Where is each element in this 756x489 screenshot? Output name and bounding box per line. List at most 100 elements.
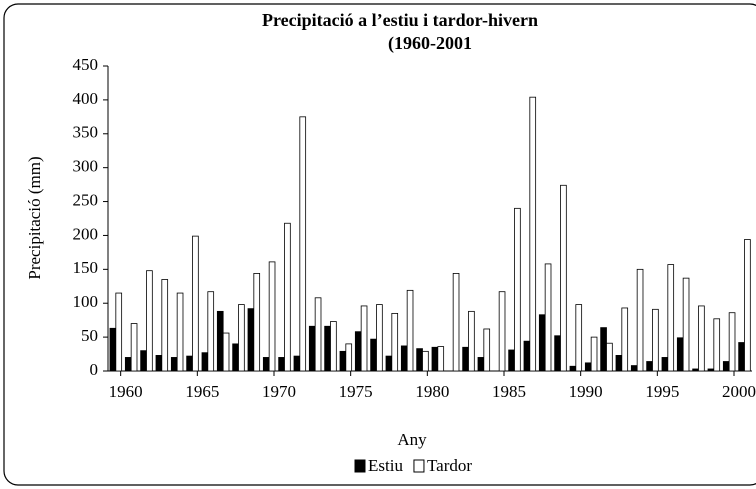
bar (431, 346, 439, 372)
bar (161, 279, 169, 372)
bar (385, 355, 393, 372)
x-axis-label: Any (397, 430, 427, 449)
bar (339, 350, 347, 372)
bar (615, 355, 623, 372)
bar (247, 308, 255, 372)
bar (676, 337, 684, 372)
bar (514, 207, 521, 372)
bar (575, 304, 583, 372)
bar (437, 346, 445, 372)
bar (146, 270, 153, 372)
y-tick-label: 200 (73, 224, 99, 243)
bar (268, 261, 276, 372)
bar (284, 222, 291, 372)
bar (621, 307, 629, 372)
bar (713, 318, 721, 372)
bar (707, 368, 715, 372)
bar (124, 357, 132, 372)
x-tick-label: 1990 (569, 382, 603, 401)
bar (661, 357, 669, 372)
bar (569, 365, 577, 372)
x-tick-label: 1970 (262, 382, 296, 401)
x-tick-label: 1975 (339, 382, 373, 401)
bar (192, 235, 199, 372)
bar (140, 350, 147, 372)
bar (722, 361, 730, 372)
bar (391, 312, 399, 372)
y-tick-label: 400 (73, 89, 99, 108)
x-tick-label: 1965 (185, 382, 219, 401)
y-axis-label: Precipitació (mm) (25, 156, 44, 279)
y-tick-label: 350 (73, 123, 99, 142)
bar (354, 331, 362, 372)
frame (3, 3, 756, 486)
bar (498, 291, 506, 372)
y-tick-label: 0 (90, 360, 99, 379)
bar (606, 342, 613, 372)
x-tick-label: 1995 (645, 382, 679, 401)
bar (462, 346, 469, 372)
bar (600, 327, 607, 372)
bar (477, 357, 485, 372)
bar (538, 314, 546, 372)
bar (109, 327, 117, 372)
bar (468, 310, 475, 372)
bar (115, 292, 123, 372)
bar (744, 239, 751, 372)
bar (201, 352, 209, 372)
y-tick-label: 250 (73, 190, 99, 209)
bar (667, 264, 675, 372)
chart-title: Precipitació a l’estiu i tardor-hivern (262, 10, 538, 30)
bar (262, 357, 270, 372)
bar (554, 335, 561, 372)
bar (345, 343, 353, 372)
bar (682, 277, 690, 372)
bar (483, 328, 491, 372)
y-tick-label: 100 (73, 292, 99, 311)
bar (278, 357, 285, 372)
bar (308, 325, 316, 372)
legend-swatch (354, 459, 366, 473)
y-tick-label: 50 (81, 326, 98, 345)
bar (560, 184, 567, 372)
bar (422, 350, 429, 372)
bar (376, 304, 383, 372)
bar (370, 338, 377, 372)
chart-title: (1960-2001 (388, 33, 472, 54)
bar (646, 361, 653, 372)
bar (636, 268, 644, 372)
bar (584, 362, 592, 372)
bar (590, 336, 598, 372)
bar (738, 342, 745, 372)
bar (222, 332, 230, 372)
bar (232, 343, 239, 372)
bar (406, 289, 414, 372)
bar (176, 292, 184, 372)
bar (155, 355, 163, 372)
bar (652, 308, 659, 372)
legend-label: Estiu (368, 456, 403, 475)
bar (692, 368, 699, 372)
bar (416, 348, 423, 372)
bar (238, 304, 245, 372)
bar (314, 297, 322, 372)
bar (253, 272, 261, 372)
x-tick-label: 1960 (109, 382, 143, 401)
bar (698, 305, 705, 372)
bar (508, 349, 515, 372)
x-tick-label: 2000 (722, 382, 756, 401)
bar (529, 96, 537, 372)
bar (130, 323, 138, 372)
legend-swatch (413, 459, 425, 473)
bar (186, 355, 193, 372)
bar (170, 357, 178, 372)
bar (216, 310, 224, 372)
bar (544, 263, 552, 372)
bar (630, 365, 638, 372)
y-tick-label: 300 (73, 157, 99, 176)
y-tick-label: 150 (73, 258, 99, 277)
bar (400, 345, 408, 372)
bar (452, 272, 460, 372)
y-tick-label: 450 (73, 55, 99, 74)
